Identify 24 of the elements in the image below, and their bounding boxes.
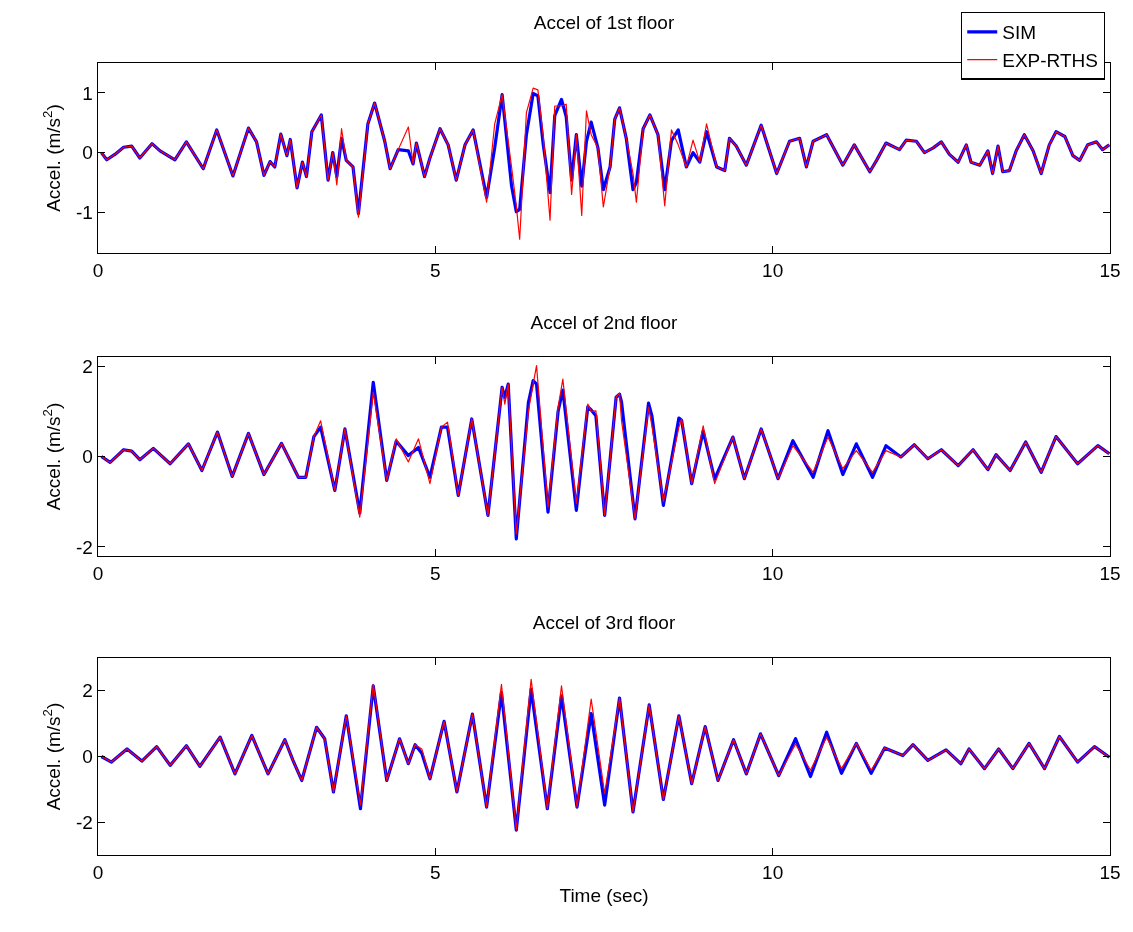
y-tick-label: 0	[82, 142, 93, 164]
x-axis-title: Time (sec)	[559, 884, 649, 906]
y-tick-label: -2	[75, 536, 93, 558]
x-tick-label: 5	[430, 260, 441, 282]
y-tick-label: 2	[82, 355, 93, 377]
y-tick-label: 0	[82, 446, 93, 468]
x-tick-label: 10	[762, 260, 784, 282]
x-tick-label: 10	[762, 862, 784, 884]
chart-title: Accel of 1st floor	[533, 12, 675, 34]
x-tick-label: 15	[1099, 260, 1121, 282]
x-tick-label: 15	[1099, 563, 1121, 585]
y-tick-label: 1	[82, 82, 93, 104]
legend-label: EXP-RTHS	[1002, 49, 1098, 71]
chart-title: Accel of 3rd floor	[532, 612, 676, 634]
y-tick-label: -1	[75, 202, 93, 224]
x-tick-label: 10	[762, 563, 784, 585]
chart-title: Accel of 2nd floor	[530, 312, 679, 334]
y-tick-label: 2	[82, 680, 93, 702]
y-tick-label: 0	[82, 746, 93, 768]
x-tick-label: 5	[430, 563, 441, 585]
y-tick-label: -2	[75, 811, 93, 833]
x-tick-label: 15	[1099, 862, 1121, 884]
x-tick-label: 5	[430, 862, 441, 884]
legend-label: SIM	[1002, 22, 1037, 44]
